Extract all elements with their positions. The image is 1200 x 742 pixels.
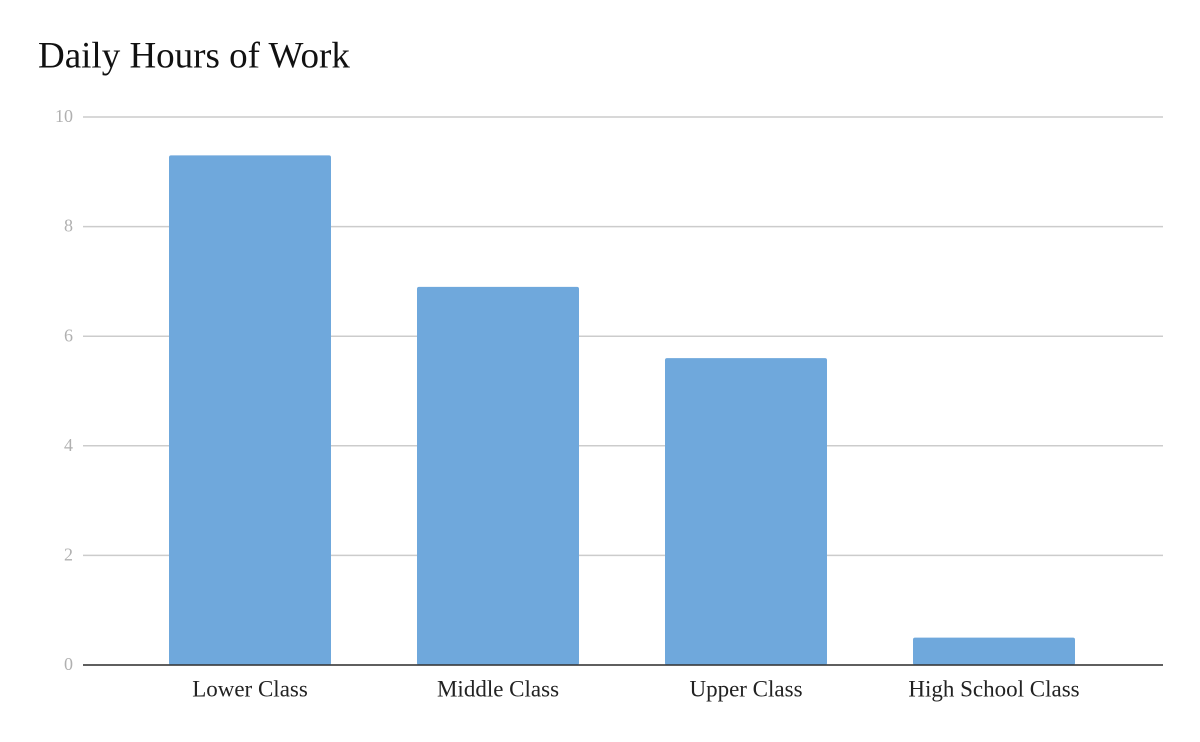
bar [913,637,1075,665]
x-tick-label: Upper Class [689,676,802,701]
x-tick-label: Lower Class [192,676,308,701]
chart-title: Daily Hours of Work [38,35,350,76]
bar [169,155,331,666]
y-tick-label: 6 [64,325,73,345]
y-tick-label: 4 [64,435,73,455]
bar [417,286,579,665]
y-tick-label: 8 [64,216,73,236]
y-tick-label: 2 [64,545,73,565]
y-tick-label: 10 [55,106,73,126]
x-tick-label: High School Class [908,676,1079,701]
y-tick-label: 0 [64,654,73,674]
x-tick-label: Middle Class [437,676,559,701]
bar [665,358,827,665]
